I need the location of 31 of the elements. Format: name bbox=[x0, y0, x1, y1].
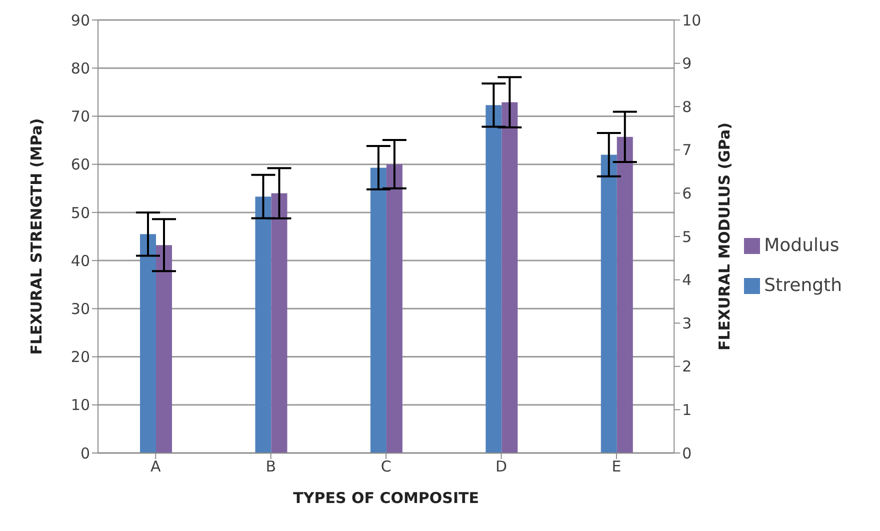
y2-tick-label: 1 bbox=[682, 401, 692, 420]
y-tick-label: 30 bbox=[70, 300, 90, 318]
y-tick-label: 10 bbox=[70, 396, 90, 414]
x-tick-label: A bbox=[150, 458, 162, 476]
x-tick-label: D bbox=[496, 458, 508, 476]
y2-axis-title: FLEXURAL MODULUS (GPa) bbox=[715, 122, 734, 351]
x-tick-label: B bbox=[266, 458, 276, 476]
y-tick-label: 60 bbox=[70, 156, 90, 174]
y2-tick-label: 4 bbox=[682, 271, 692, 290]
legend-label: Modulus bbox=[764, 234, 840, 256]
y2-tick-label: 10 bbox=[682, 11, 702, 30]
legend-label: Strength bbox=[764, 274, 842, 296]
y2-tick-label: 8 bbox=[682, 98, 692, 116]
y-tick-label: 70 bbox=[70, 108, 90, 126]
y-tick-label: 20 bbox=[70, 348, 90, 366]
y2-tick-label: 3 bbox=[682, 314, 692, 332]
y-tick-label: 90 bbox=[70, 11, 90, 30]
y-axis-title: FLEXURAL STRENGTH (MPa) bbox=[27, 118, 46, 355]
y2-tick-label: 9 bbox=[682, 54, 692, 73]
y2-tick-label: 7 bbox=[682, 141, 692, 160]
x-axis-title: TYPES OF COMPOSITE bbox=[293, 489, 479, 507]
y-tick-label: 50 bbox=[70, 204, 90, 222]
y-tick-label: 0 bbox=[80, 444, 90, 462]
y-tick-label: 40 bbox=[70, 252, 90, 270]
x-tick-label: E bbox=[612, 458, 622, 476]
y2-tick-label: 2 bbox=[682, 358, 692, 376]
y-tick-label: 80 bbox=[70, 59, 90, 78]
x-tick-label: C bbox=[380, 458, 392, 476]
y2-tick-label: 5 bbox=[682, 228, 692, 246]
y2-tick-label: 6 bbox=[682, 184, 692, 203]
y2-tick-label: 0 bbox=[682, 444, 692, 462]
